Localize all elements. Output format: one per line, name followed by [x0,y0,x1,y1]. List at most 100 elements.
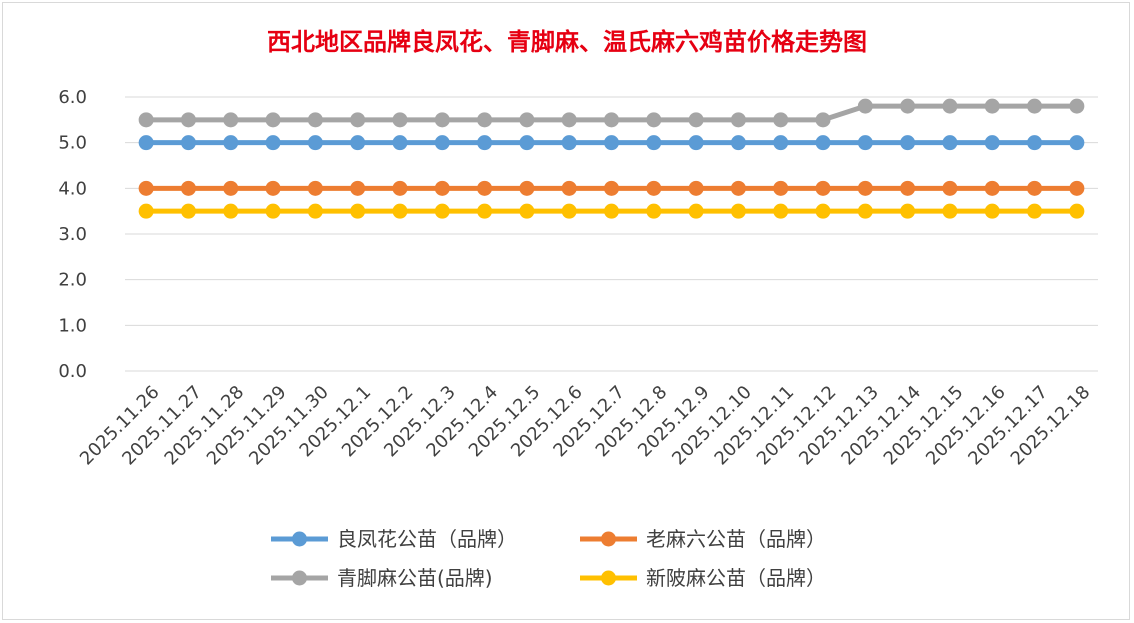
data-point [1069,135,1085,151]
y-tick-label: 6.0 [58,87,87,108]
data-point [307,180,323,196]
data-point [434,203,450,219]
data-point [1027,98,1043,114]
legend-label: 良凤花公苗（品牌） [337,527,517,551]
data-point [223,135,239,151]
x-axis: 2025.11.262025.11.272025.11.282025.11.29… [76,382,1094,470]
data-point [519,135,535,151]
data-point [223,203,239,219]
data-point [773,203,789,219]
data-point [477,180,493,196]
data-point [519,112,535,128]
data-point [900,135,916,151]
data-point [942,203,958,219]
data-point [604,112,619,128]
data-point [265,180,281,196]
data-point [688,112,704,128]
data-point [773,112,789,128]
data-point [942,180,958,196]
legend-item: 新陂麻公苗（品牌） [580,566,826,590]
legend-label: 新陂麻公苗（品牌） [646,566,826,590]
data-point [350,112,366,128]
data-point [180,135,196,151]
chart-title: 西北地区品牌良凤花、青脚麻、温氏麻六鸡苗价格走势图 [267,27,867,56]
data-point [138,203,154,219]
data-point [984,98,1000,114]
data-point [900,98,916,114]
data-point [646,203,662,219]
data-point [561,203,577,219]
data-point [1069,180,1085,196]
data-point [857,98,873,114]
data-point [307,112,323,128]
series-0 [138,135,1085,151]
data-point [434,135,450,151]
data-point [688,203,704,219]
legend-swatch-marker [292,531,307,547]
data-point [350,180,366,196]
data-point [984,135,1000,151]
data-point [477,135,493,151]
data-point [1027,135,1043,151]
data-point [730,112,746,128]
legend: 良凤花公苗（品牌） 老麻六公苗（品牌） 青脚麻公苗(品牌) 新陂麻公苗（品牌） [271,527,826,590]
data-point [646,112,662,128]
data-point [604,203,619,219]
data-point [773,135,789,151]
data-point [857,180,873,196]
data-point [604,135,619,151]
data-point [730,135,746,151]
y-tick-label: 1.0 [58,315,87,336]
data-point [1069,203,1085,219]
data-point [477,203,493,219]
data-point [180,203,196,219]
legend-item: 良凤花公苗（品牌） [271,527,517,551]
data-point [815,203,831,219]
data-point [688,180,704,196]
y-axis: 0.0 1.0 2.0 3.0 4.0 5.0 6.0 [58,87,87,382]
data-point [180,180,196,196]
data-point [1027,203,1043,219]
data-point [984,180,1000,196]
data-point [350,203,366,219]
data-point [223,112,239,128]
data-point [138,135,154,151]
data-point [815,135,831,151]
data-point [392,203,408,219]
data-point [392,112,408,128]
data-point [561,135,577,151]
y-tick-label: 4.0 [58,178,87,199]
data-point [561,112,577,128]
data-point [561,180,577,196]
data-point [519,203,535,219]
data-point [350,135,366,151]
legend-item: 青脚麻公苗(品牌) [271,566,493,590]
data-point [392,135,408,151]
data-point [688,135,704,151]
data-point [1069,98,1085,114]
data-point [815,112,831,128]
data-point [646,180,662,196]
legend-swatch-marker [601,570,616,586]
data-point [138,180,154,196]
data-point [773,180,789,196]
data-point [942,135,958,151]
data-point [434,180,450,196]
data-point [392,180,408,196]
data-point [1027,180,1043,196]
data-point [815,180,831,196]
data-point [307,135,323,151]
series-2 [138,98,1085,128]
legend-swatch-marker [292,570,307,586]
data-point [180,112,196,128]
legend-label: 老麻六公苗（品牌） [646,527,826,551]
data-point [138,112,154,128]
legend-label: 青脚麻公苗(品牌) [337,566,493,590]
data-point [730,180,746,196]
series-group [138,98,1085,219]
data-point [984,203,1000,219]
legend-swatch-marker [601,531,616,547]
data-point [942,98,958,114]
data-point [604,180,619,196]
